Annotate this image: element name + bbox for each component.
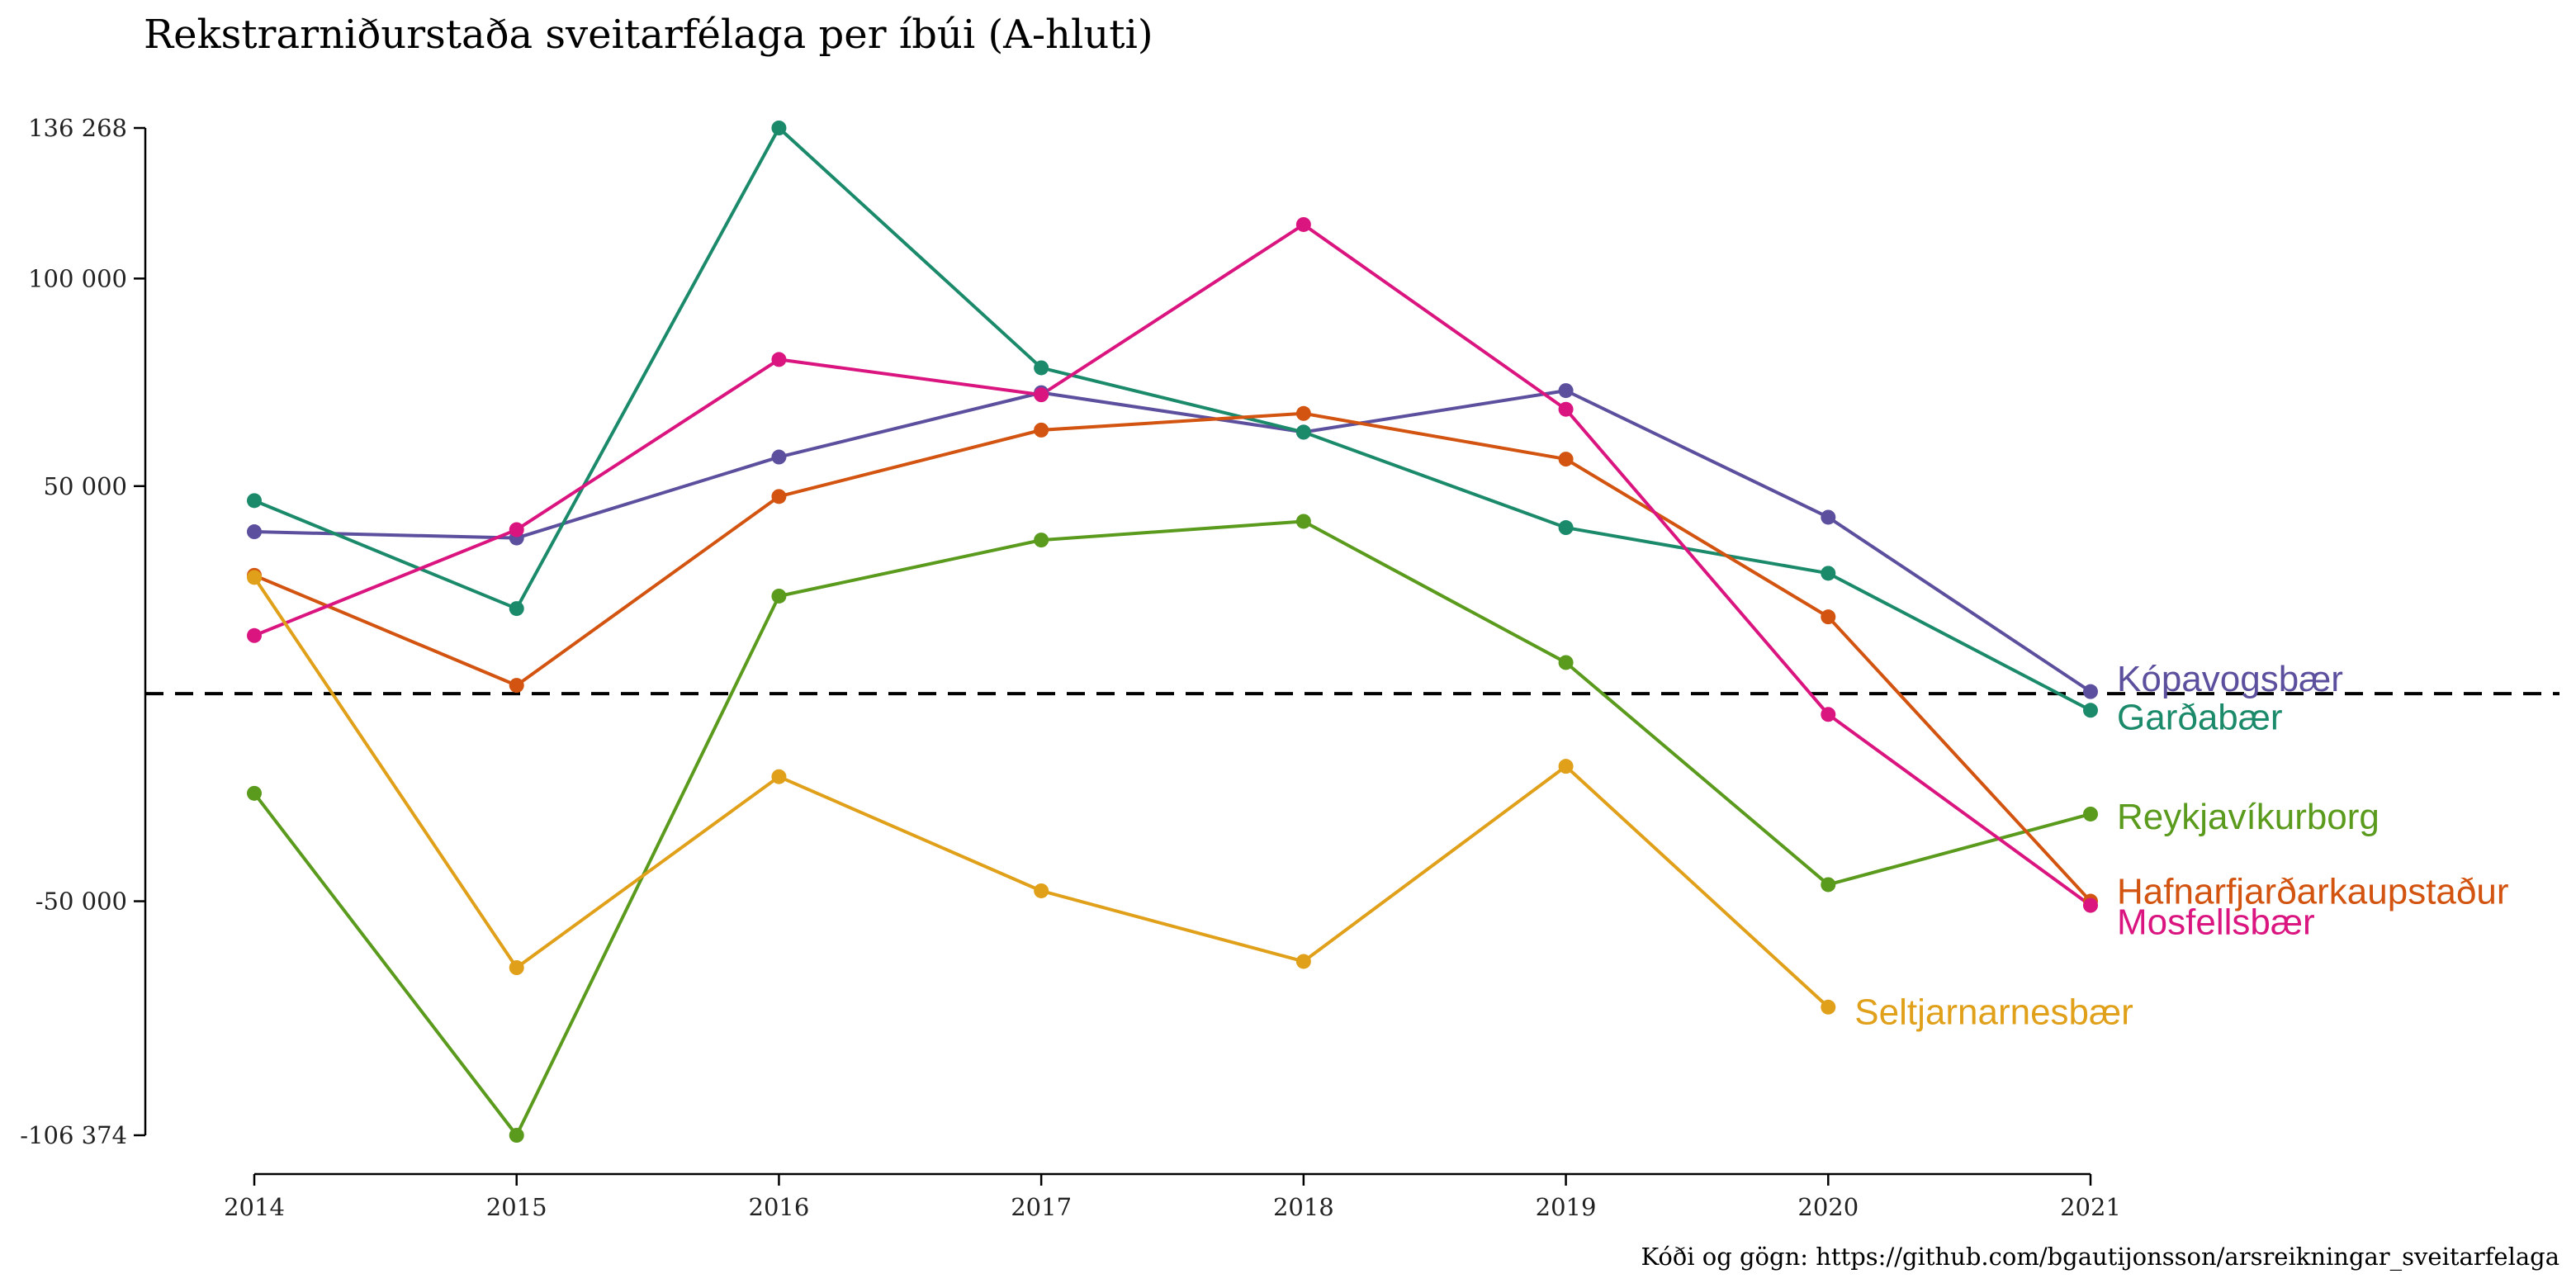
y-tick-label: -50 000 [36, 888, 127, 916]
data-point-hafnarfjar-arkaupsta-ur [1034, 422, 1049, 438]
data-point-reykjavi-kurborg [771, 588, 787, 604]
data-point-gar-ab-r [2083, 703, 2098, 718]
data-point-mosfellsb-r [509, 522, 524, 537]
data-point-seltjarnarnesb-r [1034, 883, 1049, 898]
data-point-reykjavi-kurborg [2083, 806, 2098, 822]
data-point-ko-pavogsb-r [1558, 383, 1574, 399]
x-tick-label: 2018 [1273, 1193, 1334, 1221]
series-label-hafnarfjar-arkaupsta-ur: Hafnarfjarðarkaupstaður [2117, 871, 2508, 912]
data-point-seltjarnarnesb-r [1558, 759, 1574, 774]
series-line-gar-ab-r [253, 126, 2091, 713]
data-point-reykjavi-kurborg [247, 785, 262, 801]
x-tick-label: 2014 [224, 1193, 285, 1221]
data-point-seltjarnarnesb-r [509, 960, 524, 976]
series-points [247, 121, 2098, 1143]
data-point-gar-ab-r [247, 493, 262, 509]
y-tick-label: -106 374 [20, 1121, 127, 1149]
data-point-ko-pavogsb-r [1821, 509, 1836, 525]
data-point-hafnarfjar-arkaupsta-ur [1295, 405, 1311, 421]
data-point-gar-ab-r [771, 121, 787, 135]
data-point-mosfellsb-r [247, 627, 262, 643]
data-point-reykjavi-kurborg [509, 1128, 524, 1143]
data-point-mosfellsb-r [771, 352, 787, 367]
data-point-hafnarfjar-arkaupsta-ur [1558, 452, 1574, 467]
data-point-gar-ab-r [1821, 566, 1836, 581]
x-tick-label: 2020 [1797, 1193, 1859, 1221]
data-point-hafnarfjar-arkaupsta-ur [1821, 609, 1836, 625]
x-tick-label: 2019 [1536, 1193, 1597, 1221]
series-line-mosfellsb-r [253, 222, 2092, 907]
series-line-reykjavi-kurborg [253, 519, 2091, 1137]
series-label-seltjarnarnesb-r: Seltjarnarnesbær [1854, 992, 2133, 1032]
data-point-ko-pavogsb-r [771, 449, 787, 465]
x-tick-label: 2017 [1011, 1193, 1072, 1221]
series-label-reykjavi-kurborg: Reykjavíkurborg [2117, 797, 2379, 837]
y-tick-label: 100 000 [28, 264, 127, 292]
data-point-gar-ab-r [1558, 520, 1574, 536]
data-point-reykjavi-kurborg [1034, 533, 1049, 548]
data-point-mosfellsb-r [1558, 401, 1574, 417]
axes: -106 374 -50 000 50 000 100 000 136 268 2014 2… [20, 114, 2121, 1221]
data-point-mosfellsb-r [1034, 387, 1049, 403]
series-label-ko-pavogsb-r: Kópavogsbær [2117, 659, 2343, 699]
series-lines [253, 126, 2092, 1137]
data-point-mosfellsb-r [1821, 707, 1836, 722]
data-point-gar-ab-r [509, 601, 524, 617]
data-point-ko-pavogsb-r [2083, 684, 2098, 699]
data-point-mosfellsb-r [1295, 216, 1311, 232]
data-point-seltjarnarnesb-r [247, 570, 262, 585]
y-tick-label: 50 000 [44, 472, 127, 500]
data-point-reykjavi-kurborg [1821, 877, 1836, 893]
data-point-ko-pavogsb-r [247, 524, 262, 540]
chart-caption: Kóði og gögn: https://github.com/bgautij… [1641, 1243, 2559, 1271]
data-point-gar-ab-r [1034, 360, 1049, 376]
series-line-hafnarfjar-arkaupsta-ur [253, 411, 2092, 902]
x-tick-label: 2015 [486, 1193, 547, 1221]
data-point-seltjarnarnesb-r [1295, 954, 1311, 969]
series-label-gar-ab-r: Garðabær [2117, 697, 2283, 737]
series-line-ko-pavogsb-r [253, 389, 2092, 694]
data-point-hafnarfjar-arkaupsta-ur [771, 489, 787, 504]
data-point-seltjarnarnesb-r [1821, 999, 1836, 1015]
y-tick-label: 136 268 [28, 114, 127, 142]
x-tick-label: 2021 [2060, 1193, 2121, 1221]
data-point-mosfellsb-r [2083, 897, 2098, 913]
data-point-gar-ab-r [1295, 424, 1311, 440]
chart-title: Rekstrarniðurstaða sveitarfélaga per íbú… [144, 12, 1153, 58]
x-tick-label: 2016 [749, 1193, 810, 1221]
series-line-seltjarnarnesb-r [253, 576, 1830, 1009]
series-label-mosfellsb-r: Mosfellsbær [2117, 902, 2315, 943]
data-point-reykjavi-kurborg [1558, 655, 1574, 670]
data-point-seltjarnarnesb-r [771, 769, 787, 784]
data-point-reykjavi-kurborg [1295, 514, 1311, 529]
data-point-hafnarfjar-arkaupsta-ur [509, 678, 524, 694]
